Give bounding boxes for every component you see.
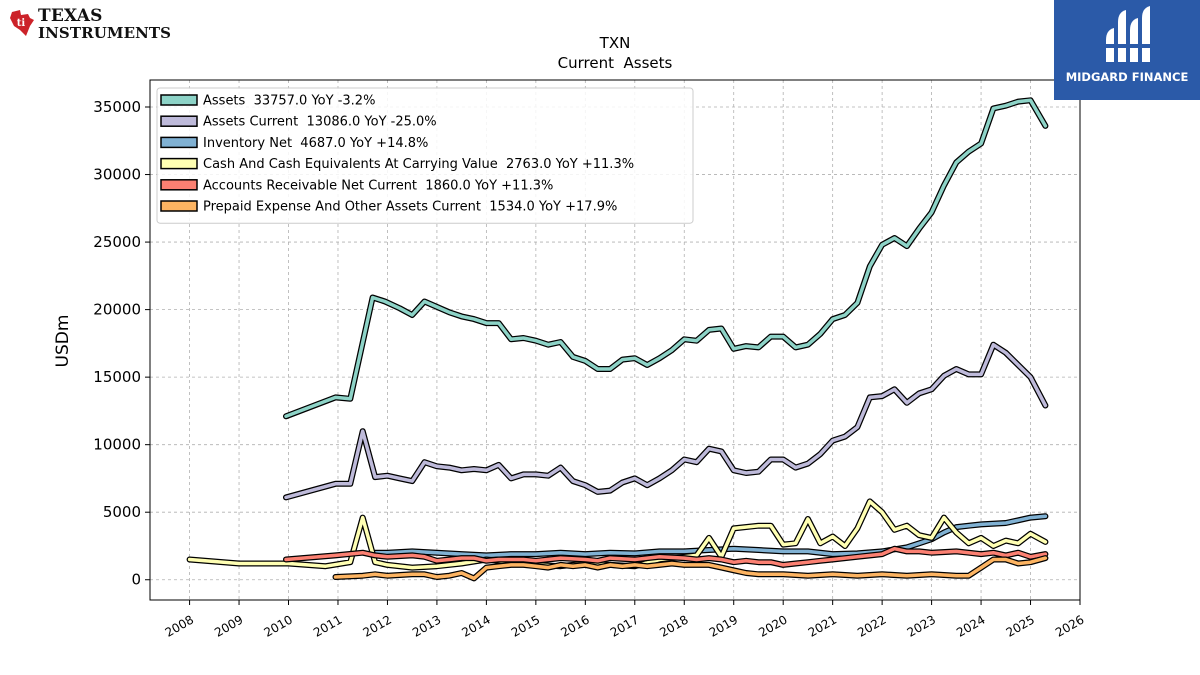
x-tick-label: 2021 <box>806 612 839 639</box>
series-line-stroke <box>284 546 1048 567</box>
x-tick-label: 2014 <box>459 612 492 639</box>
y-tick-label: 15000 <box>93 368 141 386</box>
legend-box <box>156 87 694 224</box>
chart-subtitle: Current Assets <box>558 54 673 72</box>
ti-chip-icon: ti <box>10 10 34 36</box>
x-tick-label: 2009 <box>212 612 245 639</box>
x-tick-label: 2019 <box>707 612 740 639</box>
y-tick-label: 20000 <box>93 301 141 319</box>
legend-entry-label: Inventory Net 4687.0 YoY +14.8% <box>203 136 428 151</box>
x-tick-label: 2022 <box>855 612 888 639</box>
x-tick-label: 2008 <box>163 612 196 639</box>
series-line-stroke <box>284 342 1048 500</box>
series-line-stroke <box>333 556 1048 581</box>
series-line-stroke <box>284 98 1048 419</box>
legend-entry-label: Assets Current 13086.0 YoY -25.0% <box>203 115 437 130</box>
x-tick-label: 2020 <box>756 612 789 639</box>
series-line <box>283 545 1049 568</box>
x-tick-label: 2025 <box>1004 612 1037 639</box>
x-tick-label: 2016 <box>558 612 591 639</box>
legend-swatch <box>160 136 198 149</box>
legend-swatch <box>160 200 198 212</box>
y-tick-label: 25000 <box>93 233 141 251</box>
y-tick-label: 35000 <box>93 98 141 116</box>
x-tick-label: 2017 <box>608 612 641 639</box>
x-tick-label: 2011 <box>311 612 344 639</box>
legend: Assets 33757.0 YoY -3.2% Assets Current 1… <box>156 87 694 224</box>
chart-title: TXN <box>599 34 631 52</box>
x-tick-label: 2018 <box>657 612 690 639</box>
series-lines <box>186 97 1049 582</box>
series-line <box>283 97 1049 420</box>
x-tick-label: 2012 <box>360 612 393 639</box>
svg-text:ti: ti <box>17 18 26 29</box>
midgard-finance-text: MIDGARD FINANCE <box>1065 70 1189 84</box>
legend-swatch <box>160 115 198 127</box>
legend-entry-label: Prepaid Expense And Other Assets Current… <box>203 200 617 215</box>
series-line-stroke <box>373 514 1048 558</box>
y-tick-label: 5000 <box>103 503 141 521</box>
legend-entry-label: Accounts Receivable Net Current 1860.0 Y… <box>203 178 553 193</box>
midgard-finance-logo: MIDGARD FINANCE <box>1054 0 1200 100</box>
ti-logo-line2: INSTRUMENTS <box>38 24 172 42</box>
x-tick-label: 2024 <box>954 612 987 639</box>
x-tick-label: 2026 <box>1053 612 1086 639</box>
plot-area-frame <box>149 79 1081 601</box>
legend-entry-label: Cash And Cash Equivalents At Carrying Va… <box>203 157 634 172</box>
legend-swatch <box>160 179 198 191</box>
series-line <box>186 498 1049 571</box>
series-line-stroke <box>187 499 1048 570</box>
y-tick-label: 30000 <box>93 166 141 184</box>
ti-logo-line1: TEXAS <box>38 6 103 26</box>
legend-entry-label: Assets 33757.0 YoY -3.2% <box>203 94 375 109</box>
legend-swatch <box>160 157 198 170</box>
x-tick-label: 2013 <box>410 612 443 639</box>
series-line <box>283 341 1049 501</box>
series-line <box>372 513 1049 559</box>
y-tick-label: 10000 <box>93 436 141 454</box>
midgard-emblem-icon <box>1104 6 1152 62</box>
texas-instruments-logo: ti TEXAS INSTRUMENTS <box>8 8 171 52</box>
legend-swatch <box>160 94 198 106</box>
x-tick-label: 2023 <box>905 612 938 639</box>
y-axis-label: USDm <box>53 315 73 368</box>
series-line <box>332 555 1049 582</box>
x-tick-label: 2015 <box>509 612 542 639</box>
y-tick-label: 0 <box>131 571 141 589</box>
x-tick-label: 2010 <box>262 612 295 639</box>
